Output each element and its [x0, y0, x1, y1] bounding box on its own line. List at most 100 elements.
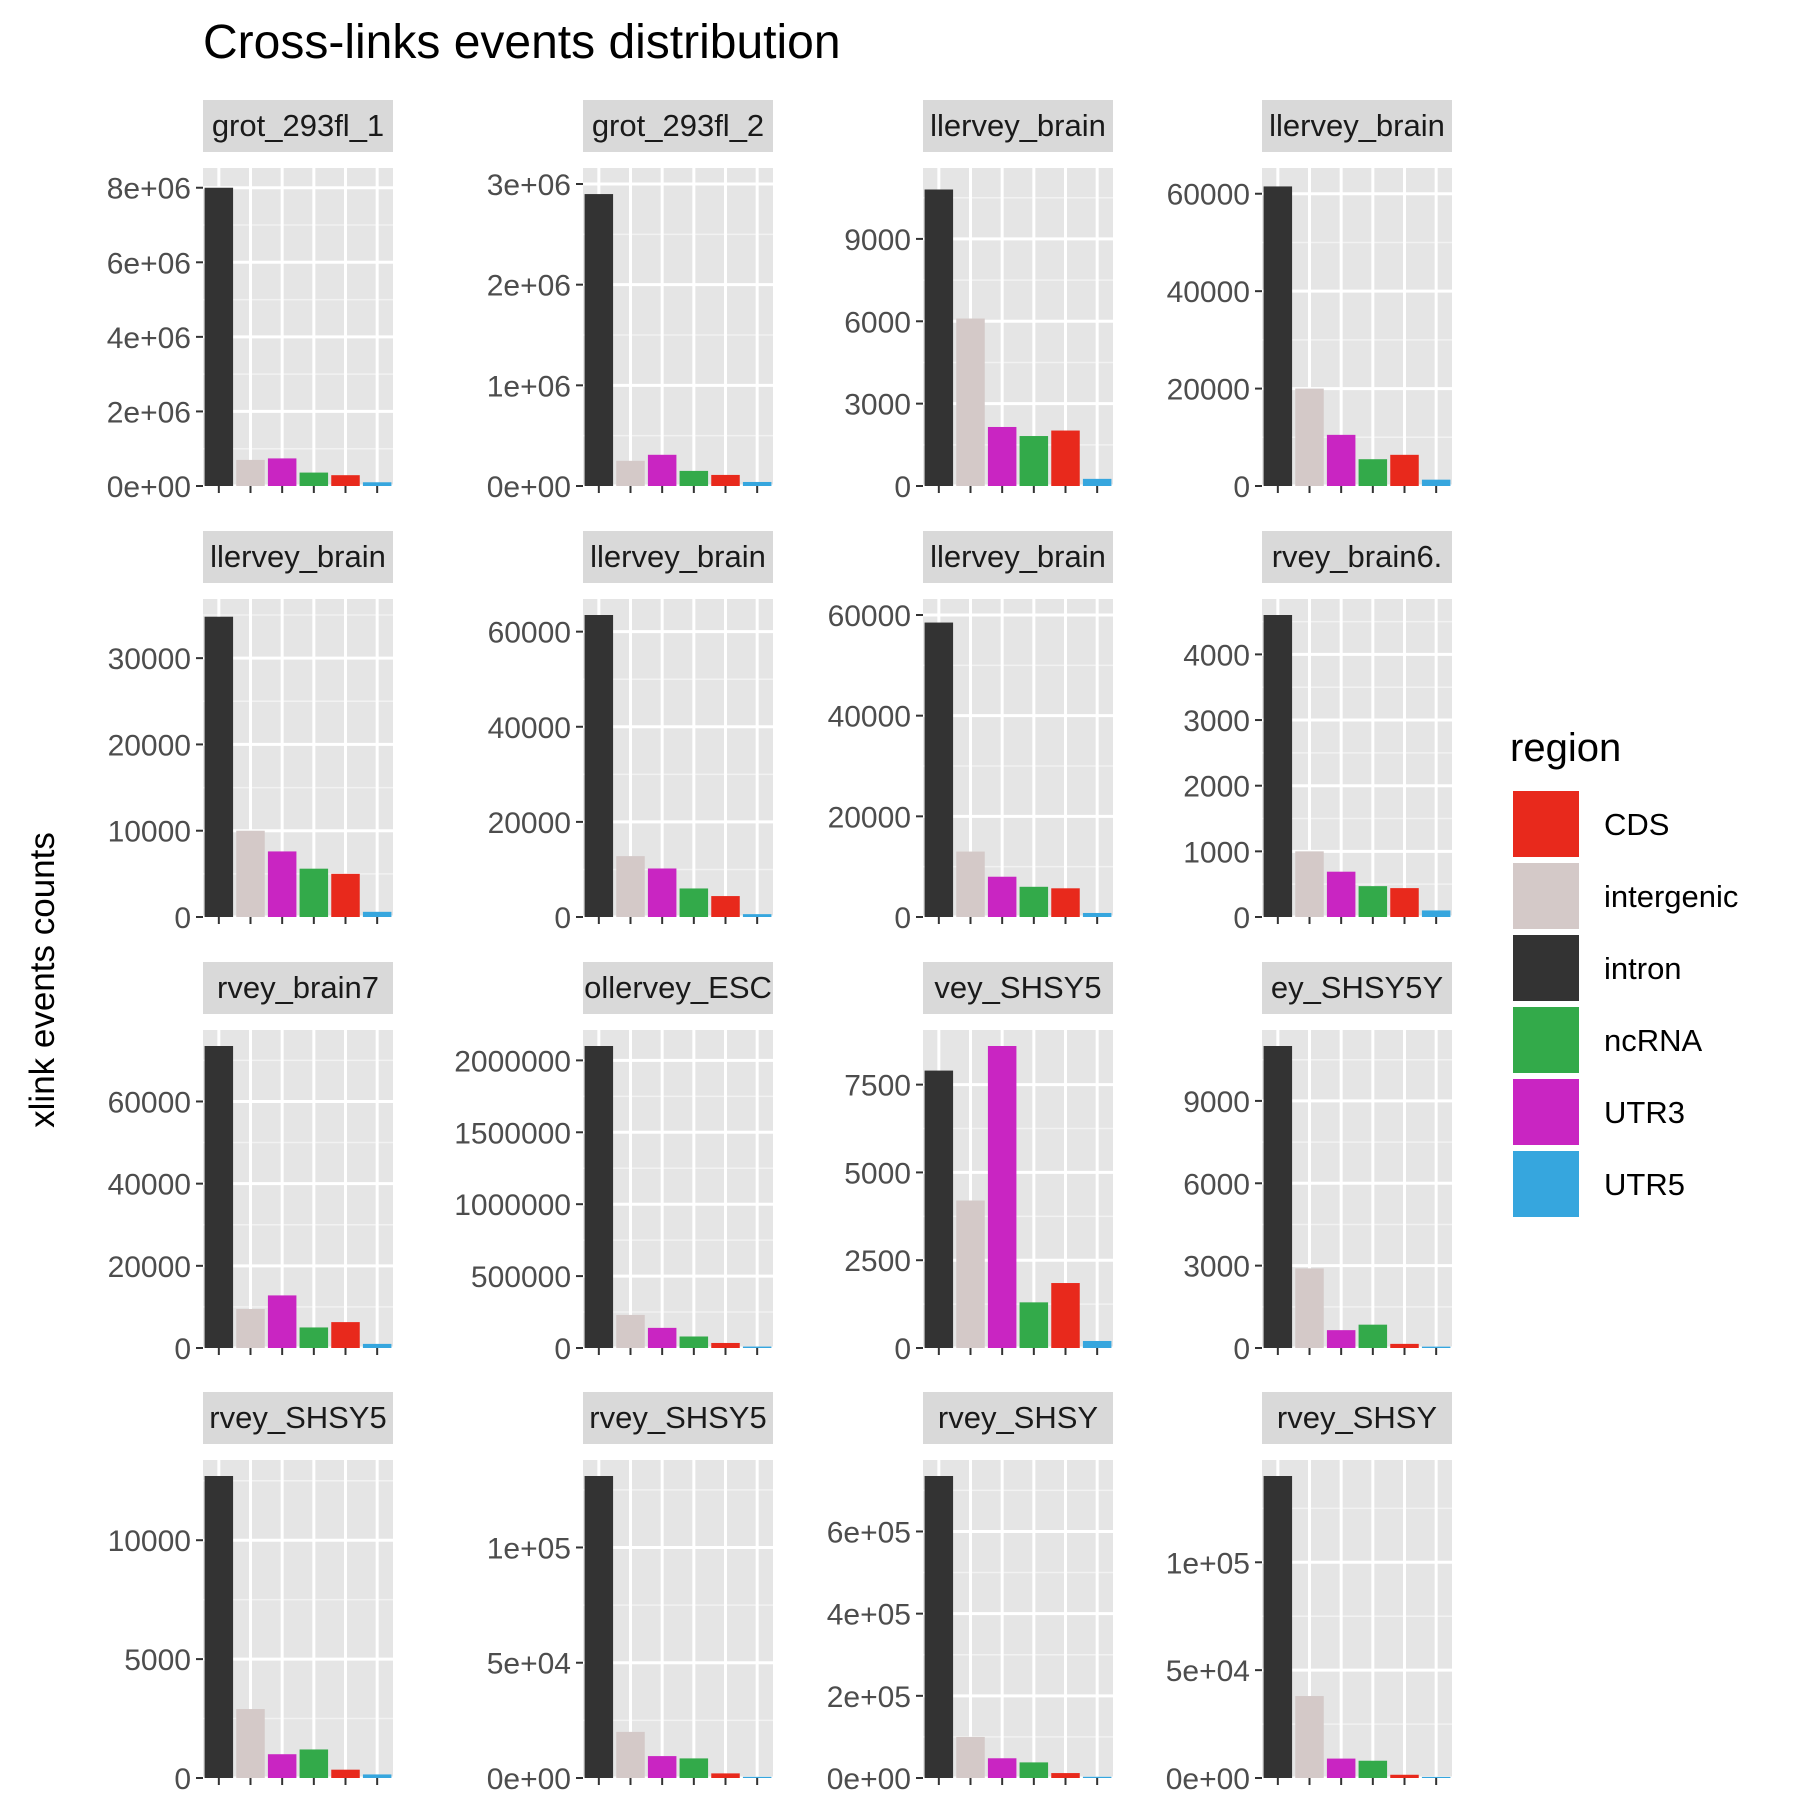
- facet-panel: rvey_SHSY5 0 5000 10000: [108, 1392, 393, 1796]
- facet-panel: rvey_SHSY 0e+00 2e+05 4e+05 6e+05: [827, 1392, 1113, 1796]
- facet-strip: [923, 531, 1113, 583]
- y-tick-label: 0: [894, 471, 911, 504]
- y-tick-label: 0: [894, 902, 911, 935]
- y-tick-label: 6e+05: [827, 1516, 911, 1549]
- panel-background: [583, 1460, 773, 1778]
- bar-UTR3: [1326, 1758, 1356, 1778]
- y-tick-label: 10000: [108, 816, 191, 849]
- panel-background: [1262, 1460, 1452, 1778]
- y-tick-label: 1e+06: [487, 370, 571, 403]
- y-tick-label: 1e+05: [487, 1532, 571, 1565]
- bar-intergenic: [616, 1731, 645, 1778]
- bar-UTR5: [1421, 1776, 1451, 1778]
- facet-strip: [1262, 1392, 1452, 1444]
- bar-intergenic: [956, 1200, 985, 1348]
- facet-strip: [203, 531, 393, 583]
- panel-background: [203, 599, 393, 917]
- facet-strip-label: rvey_SHSY: [1277, 1400, 1437, 1435]
- panel-background: [1262, 168, 1452, 486]
- legend-label: ncRNA: [1604, 1023, 1703, 1058]
- legend-label: UTR5: [1604, 1167, 1685, 1202]
- y-tick-label: 7500: [844, 1070, 911, 1103]
- facet-strip: [203, 962, 393, 1014]
- facet-panel: llervey_brain 0 20000 40000 60000: [1167, 100, 1452, 504]
- bar-intron: [204, 1046, 234, 1348]
- y-tick-label: 3000: [1183, 705, 1250, 738]
- facet-strip-label: ollervey_ESC: [584, 970, 772, 1005]
- bar-intron: [584, 1476, 614, 1778]
- bar-ncRNA: [1358, 1324, 1388, 1348]
- bar-UTR3: [647, 454, 677, 486]
- panel-background: [583, 599, 773, 917]
- bar-UTR3: [267, 1295, 297, 1348]
- legend-key-intron: [1511, 933, 1581, 1003]
- bar-CDS: [331, 1769, 360, 1778]
- y-tick-label: 6000: [1183, 1168, 1250, 1201]
- bar-UTR3: [647, 868, 677, 917]
- panel-background: [923, 1460, 1113, 1778]
- facet-strip: [1262, 962, 1452, 1014]
- bar-ncRNA: [299, 1749, 329, 1778]
- y-tick-label: 2000: [1183, 771, 1250, 804]
- y-tick-label: 60000: [1167, 179, 1250, 212]
- y-tick-label: 0: [554, 902, 571, 935]
- legend-key-CDS: [1511, 789, 1581, 859]
- bar-ncRNA: [679, 888, 709, 917]
- facet-strip-label: rvey_SHSY: [938, 1400, 1098, 1435]
- legend-title: region: [1510, 726, 1621, 770]
- y-tick-label: 8e+06: [107, 173, 191, 206]
- bar-intron: [204, 1476, 234, 1778]
- bar-UTR3: [267, 851, 297, 917]
- y-tick-label: 0e+00: [487, 1763, 571, 1796]
- bar-intergenic: [616, 460, 645, 486]
- bar-UTR3: [1326, 434, 1356, 486]
- facet-panel: rvey_brain7 0 20000 40000 60000: [108, 962, 393, 1366]
- bar-intron: [1263, 186, 1293, 486]
- bar-CDS: [331, 873, 360, 917]
- panel-background: [923, 1030, 1113, 1348]
- bar-CDS: [1051, 1773, 1080, 1778]
- legend-key-UTR3: [1511, 1077, 1581, 1147]
- bar-intron: [924, 1476, 954, 1778]
- panel-background: [1262, 1030, 1452, 1348]
- facet-strip-label: llervey_brain: [210, 539, 386, 574]
- y-tick-label: 4e+05: [827, 1599, 911, 1632]
- bar-CDS: [331, 475, 360, 486]
- facets-layer: grot_293fl_10e+002e+064e+066e+068e+06gro…: [107, 100, 1452, 1796]
- bar-CDS: [1390, 888, 1419, 917]
- facet-panel: llervey_brain 0 3000 6000 9000: [844, 100, 1113, 504]
- facet-panel: ey_SHSY5Y 0 3000 6000 9000: [1183, 962, 1452, 1366]
- y-tick-label: 3000: [844, 389, 911, 422]
- bar-intergenic: [956, 1736, 985, 1778]
- y-tick-label: 0: [1233, 471, 1250, 504]
- facet-strip: [203, 100, 393, 152]
- bar-UTR5: [362, 911, 392, 917]
- facet-strip-label: rvey_SHSY5: [209, 1400, 386, 1435]
- y-tick-label: 60000: [828, 600, 911, 633]
- y-tick-label: 2e+06: [487, 270, 571, 303]
- bar-UTR5: [362, 1343, 392, 1348]
- facet-strip: [583, 100, 773, 152]
- bar-intergenic: [1295, 388, 1324, 486]
- bar-intron: [204, 616, 234, 917]
- bar-UTR3: [647, 1756, 677, 1778]
- y-tick-label: 5e+04: [1166, 1655, 1250, 1688]
- bar-UTR5: [1421, 1346, 1451, 1348]
- bar-ncRNA: [299, 868, 329, 917]
- facet-strip: [1262, 100, 1452, 152]
- bar-ncRNA: [1019, 436, 1049, 486]
- bar-intron: [584, 194, 614, 487]
- bar-intergenic: [616, 856, 645, 917]
- bar-ncRNA: [1019, 1302, 1049, 1348]
- y-tick-label: 10000: [108, 1525, 191, 1558]
- bar-UTR5: [742, 1346, 772, 1348]
- panel-background: [203, 1030, 393, 1348]
- facet-panel: rvey_SHSY 0e+00 5e+04 1e+05: [1166, 1392, 1452, 1796]
- y-tick-label: 20000: [828, 801, 911, 834]
- y-tick-label: 20000: [1167, 374, 1250, 407]
- y-tick-label: 0e+00: [827, 1763, 911, 1796]
- y-tick-label: 5000: [124, 1644, 191, 1677]
- bar-ncRNA: [1019, 1762, 1049, 1778]
- bar-intron: [1263, 615, 1293, 917]
- bar-UTR3: [1326, 871, 1356, 917]
